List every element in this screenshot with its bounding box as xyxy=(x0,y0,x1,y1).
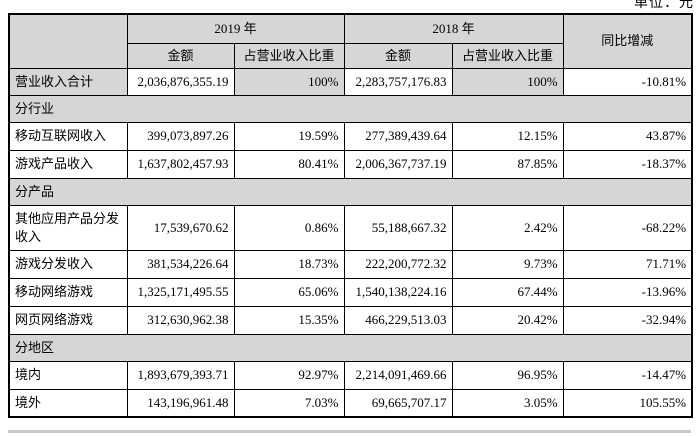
ratio-2019-cell: 0.86% xyxy=(233,204,345,251)
header-amount-2018: 金额 xyxy=(343,42,453,69)
yoy-cell: 43.87% xyxy=(562,121,693,151)
amount-2018-cell: 1,540,138,224.16 xyxy=(343,277,453,307)
ratio-2019-cell: 92.97% xyxy=(233,360,345,390)
ratio-2019-cell: 65.06% xyxy=(233,277,345,307)
amount-2019-cell: 381,534,226.64 xyxy=(126,249,235,279)
ratio-2018-cell: 87.85% xyxy=(451,149,564,179)
table-row-total-revenue: 营业收入合计 2,036,876,355.19 100% 2,283,757,1… xyxy=(8,67,693,96)
ratio-2019-cell: 7.03% xyxy=(233,388,345,418)
header-row-years: 2019 年 2018 年 同比增减 xyxy=(8,13,693,69)
header-2019: 2019 年 xyxy=(126,13,345,44)
section-label-cell: 分行业 xyxy=(8,94,693,123)
row-label-cell: 营业收入合计 xyxy=(8,67,128,96)
row-label-cell: 游戏分发收入 xyxy=(8,249,128,279)
yoy-cell: 71.71% xyxy=(562,249,693,279)
amount-2019-cell: 312,630,962.38 xyxy=(126,305,235,335)
amount-2019-cell: 17,539,670.62 xyxy=(126,204,235,251)
revenue-breakdown-table: 2019 年 2018 年 同比增减 金额 占营业收入比重 金额 占营业收入比重… xyxy=(8,13,694,418)
yoy-cell: -32.94% xyxy=(562,305,693,335)
yoy-cell: -18.37% xyxy=(562,149,693,179)
yoy-cell: -68.22% xyxy=(562,204,693,251)
amount-2019-cell: 399,073,897.26 xyxy=(126,121,235,151)
ratio-2018-cell: 67.44% xyxy=(451,277,564,307)
ratio-2019-cell: 19.59% xyxy=(233,121,345,151)
ratio-2018-cell: 3.05% xyxy=(451,388,564,418)
amount-2018-cell: 55,188,667.32 xyxy=(343,204,453,251)
amount-2018-cell: 2,006,367,737.19 xyxy=(343,149,453,179)
amount-2018-cell: 2,214,091,469.66 xyxy=(343,360,453,390)
amount-2019-cell: 143,196,961.48 xyxy=(126,388,235,418)
row-label-cell: 网页网络游戏 xyxy=(8,305,128,335)
section-row-by-product: 分产品 xyxy=(8,177,693,206)
header-row-metrics: 金额 占营业收入比重 金额 占营业收入比重 xyxy=(9,42,692,69)
ratio-2018-cell: 96.95% xyxy=(451,360,564,390)
row-label-cell: 移动网络游戏 xyxy=(8,277,128,307)
ratio-2019-cell: 100% xyxy=(233,67,345,96)
table-row-web-games: 网页网络游戏 312,630,962.38 15.35% 466,229,513… xyxy=(8,305,693,335)
amount-2019-cell: 1,637,802,457.93 xyxy=(126,149,235,179)
row-label-cell: 其他应用产品分发收入 xyxy=(8,204,128,251)
amount-2018-cell: 466,229,513.03 xyxy=(343,305,453,335)
row-label-cell: 游戏产品收入 xyxy=(8,149,128,179)
amount-2018-cell: 222,200,772.32 xyxy=(343,249,453,279)
ratio-2018-cell: 9.73% xyxy=(451,249,564,279)
header-amount-2019: 金额 xyxy=(126,42,235,69)
ratio-2019-cell: 15.35% xyxy=(233,305,345,335)
section-label-cell: 分产品 xyxy=(8,177,693,206)
header-ratio-2019: 占营业收入比重 xyxy=(233,42,345,69)
amount-2018-cell: 277,389,439.64 xyxy=(343,121,453,151)
ratio-2018-cell: 20.42% xyxy=(451,305,564,335)
ratio-2019-cell: 18.73% xyxy=(233,249,345,279)
table-row-other-app-distribution: 其他应用产品分发收入 17,539,670.62 0.86% 55,188,66… xyxy=(8,204,693,251)
row-label-cell: 境外 xyxy=(8,388,128,418)
row-label-cell: 境内 xyxy=(8,360,128,390)
table-row-domestic: 境内 1,893,679,393.71 92.97% 2,214,091,469… xyxy=(8,360,693,390)
table-row-mobile-internet: 移动互联网收入 399,073,897.26 19.59% 277,389,43… xyxy=(8,121,693,151)
amount-2019-cell: 1,325,171,495.55 xyxy=(126,277,235,307)
section-label-cell: 分地区 xyxy=(8,333,693,362)
header-2018: 2018 年 xyxy=(343,13,564,44)
table-row-game-distribution: 游戏分发收入 381,534,226.64 18.73% 222,200,772… xyxy=(8,249,693,279)
unit-label: 单位：元 xyxy=(634,0,694,11)
table-row-mobile-games: 移动网络游戏 1,325,171,495.55 65.06% 1,540,138… xyxy=(8,277,693,307)
yoy-cell: -10.81% xyxy=(562,67,693,96)
ratio-2018-cell: 2.42% xyxy=(451,204,564,251)
row-label-cell: 移动互联网收入 xyxy=(8,121,128,151)
ratio-2019-cell: 80.41% xyxy=(233,149,345,179)
amount-2019-cell: 1,893,679,393.71 xyxy=(126,360,235,390)
section-row-by-industry: 分行业 xyxy=(8,94,693,123)
table-row-overseas: 境外 143,196,961.48 7.03% 69,665,707.17 3.… xyxy=(8,388,693,418)
amount-2019-cell: 2,036,876,355.19 xyxy=(126,67,235,96)
amount-2018-cell: 2,283,757,176.83 xyxy=(343,67,453,96)
ratio-2018-cell: 12.15% xyxy=(451,121,564,151)
table-row-game-products: 游戏产品收入 1,637,802,457.93 80.41% 2,006,367… xyxy=(8,149,693,179)
yoy-cell: -13.96% xyxy=(562,277,693,307)
yoy-cell: -14.47% xyxy=(562,360,693,390)
section-row-by-region: 分地区 xyxy=(8,333,693,362)
yoy-cell: 105.55% xyxy=(562,388,693,418)
header-ratio-2018: 占营业收入比重 xyxy=(451,42,564,69)
header-yoy: 同比增减 xyxy=(562,13,693,69)
amount-2018-cell: 69,665,707.17 xyxy=(343,388,453,418)
corner-blank-cell xyxy=(8,13,128,69)
next-table-top-edge xyxy=(8,430,691,433)
ratio-2018-cell: 100% xyxy=(451,67,564,96)
